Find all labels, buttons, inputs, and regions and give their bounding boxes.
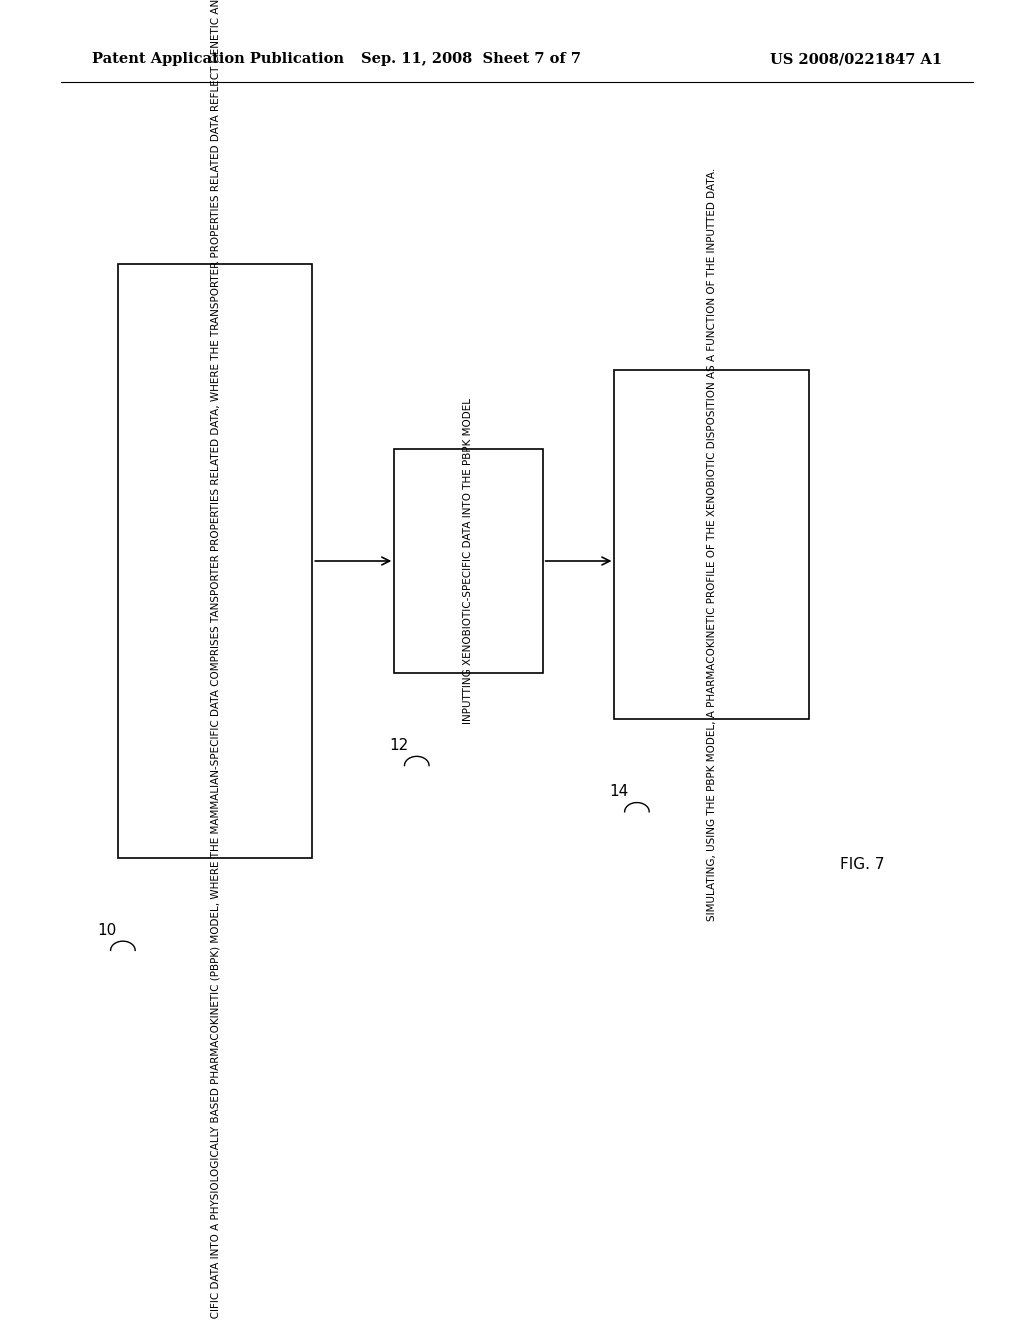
Bar <box>118 264 312 858</box>
Text: SIMULATING, USING THE PBPK MODEL, A PHARMACOKINETIC PROFILE OF THE XENOBIOTIC DI: SIMULATING, USING THE PBPK MODEL, A PHAR… <box>707 168 717 921</box>
Text: 12: 12 <box>389 738 409 754</box>
Text: INPUTTING XENOBIOTIC-SPECIFIC DATA INTO THE PBPK MODEL: INPUTTING XENOBIOTIC-SPECIFIC DATA INTO … <box>464 399 473 723</box>
Text: FIG. 7: FIG. 7 <box>840 857 884 873</box>
Text: INPUTTING MAMMALIAN-SPECIFIC DATA INTO A PHYSIOLOGICALLY BASED PHARMACOKINETIC (: INPUTTING MAMMALIAN-SPECIFIC DATA INTO A… <box>210 0 220 1320</box>
Text: 10: 10 <box>97 923 117 939</box>
Bar <box>614 370 809 719</box>
Text: Patent Application Publication: Patent Application Publication <box>92 53 344 66</box>
Text: 14: 14 <box>609 784 629 800</box>
Bar <box>394 449 543 673</box>
Text: US 2008/0221847 A1: US 2008/0221847 A1 <box>770 53 942 66</box>
Text: Sep. 11, 2008  Sheet 7 of 7: Sep. 11, 2008 Sheet 7 of 7 <box>361 53 581 66</box>
